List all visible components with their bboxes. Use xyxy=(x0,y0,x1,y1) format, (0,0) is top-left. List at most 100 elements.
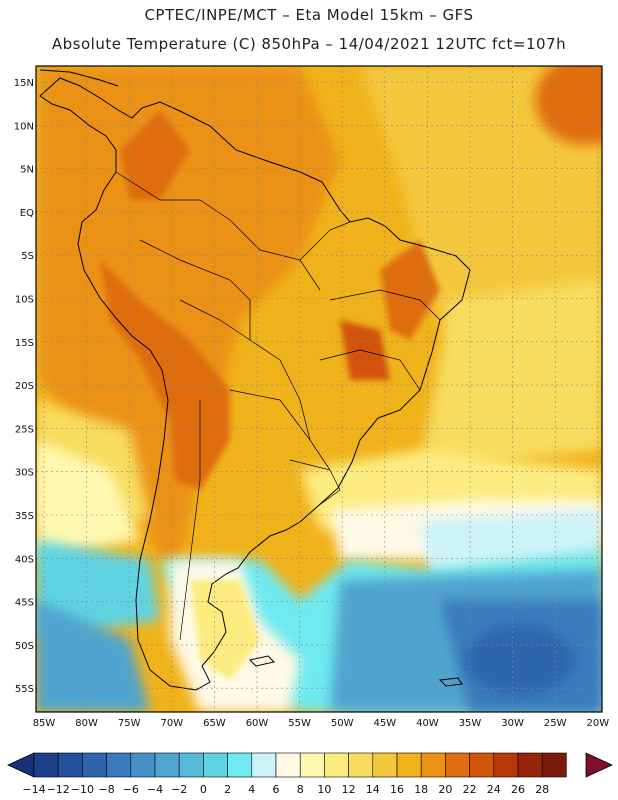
lon-label: 20W xyxy=(586,718,609,729)
colorbar-tick-label: −10 xyxy=(71,783,94,796)
colorbar-tick-label: 28 xyxy=(535,783,549,796)
colorbar-swatch xyxy=(445,752,470,778)
lon-label: 75W xyxy=(118,718,141,729)
field-hot-minas xyxy=(340,320,390,380)
lat-label: 55S xyxy=(15,684,34,695)
latitude-labels: 15N 10N 5N EQ 5S 10S 15S 20S 25S 30S 35S 40S 45S 50S 5… xyxy=(14,78,34,695)
lat-label: 45S xyxy=(15,598,34,609)
colorbar-swatch xyxy=(203,752,228,778)
colorbar-swatch xyxy=(541,752,567,778)
colorbar-tick-label: 6 xyxy=(273,783,280,796)
longitude-labels: 85W 80W 75W 70W 65W 60W 55W 50W 45W 40W 35W 30W 25W 2… xyxy=(33,718,610,729)
colorbar-tick-label: 4 xyxy=(248,783,255,796)
field-pacific-pale xyxy=(36,440,140,560)
field-cold-core xyxy=(465,625,575,695)
colorbar-tick-label: 20 xyxy=(438,783,452,796)
colorbar-tick-label: −6 xyxy=(123,783,139,796)
lon-label: 70W xyxy=(160,718,183,729)
lon-label: 35W xyxy=(459,718,482,729)
border-uruguay xyxy=(289,459,341,507)
colorbar-tick-label: 14 xyxy=(366,783,380,796)
colorbar-tick-label: 2 xyxy=(224,783,231,796)
colorbar-swatch xyxy=(396,752,422,778)
colorbar-tick-label: 18 xyxy=(414,783,428,796)
graticule xyxy=(36,66,602,712)
colorbar-tick-label: −4 xyxy=(147,783,163,796)
colorbar-swatch xyxy=(57,752,83,778)
lat-label: 20S xyxy=(15,381,34,392)
colorbar-swatch xyxy=(82,752,107,778)
colorbar-swatch xyxy=(178,752,204,778)
colorbar-swatch xyxy=(106,752,132,778)
colorbar-swatch xyxy=(469,752,495,778)
colorbar-swatch xyxy=(420,752,446,778)
colorbar-swatch xyxy=(227,752,253,778)
lon-label: 45W xyxy=(373,718,396,729)
south-georgia-outline xyxy=(438,677,463,687)
colorbar-tick-label: 16 xyxy=(390,783,404,796)
colorbar-tick-label: 10 xyxy=(317,783,331,796)
map-title-line2: Absolute Temperature (C) 850hPa – 14/04/… xyxy=(51,35,567,53)
lat-label: 10N xyxy=(14,121,34,132)
colorbar-low-arrow xyxy=(7,752,35,778)
colorbar-tick-label: −12 xyxy=(47,783,70,796)
lon-label: 30W xyxy=(501,718,524,729)
field-hot-north-andes xyxy=(120,110,190,200)
colorbar-tick-label: 12 xyxy=(342,783,356,796)
lon-label: 85W xyxy=(33,718,56,729)
field-hot-brazil-plateau xyxy=(380,240,440,340)
lat-label: 5S xyxy=(21,251,34,262)
border-brazil-states-1 xyxy=(329,289,441,321)
colorbar-swatch xyxy=(275,752,301,778)
colorbar-tick-label: 8 xyxy=(297,783,304,796)
colorbar-swatch xyxy=(154,752,180,778)
lat-label: 30S xyxy=(15,468,34,479)
lat-label: 40S xyxy=(15,554,34,565)
coastlines xyxy=(39,69,471,691)
colorbar-tick-label: 26 xyxy=(511,783,525,796)
temperature-field xyxy=(36,66,602,712)
lat-label: 15S xyxy=(15,338,34,349)
lon-label: 60W xyxy=(246,718,269,729)
lat-label: EQ xyxy=(20,208,34,219)
colorbar-swatch xyxy=(324,752,349,778)
lon-label: 50W xyxy=(331,718,354,729)
field-colder-pacific xyxy=(36,600,150,712)
field-hot-central-andes xyxy=(100,260,230,490)
field-patagonia-yellow xyxy=(190,580,260,680)
colorbar-swatch xyxy=(348,752,374,778)
south-america-coast xyxy=(39,77,471,691)
lon-label: 40W xyxy=(416,718,439,729)
lon-label: 65W xyxy=(203,718,226,729)
colorbar-tick-label: 0 xyxy=(200,783,207,796)
colorbar-tick-label: −2 xyxy=(171,783,187,796)
lon-label: 25W xyxy=(544,718,567,729)
colorbar-swatch xyxy=(299,752,325,778)
colorbar-tick-label: −8 xyxy=(98,783,114,796)
map-title-line1: CPTEC/INPE/MCT – Eta Model 15km – GFS xyxy=(144,6,474,24)
falklands-outline xyxy=(249,655,275,667)
colorbar-swatch xyxy=(493,752,519,778)
border-guianas xyxy=(299,221,351,261)
colorbar-high-arrow xyxy=(585,752,613,778)
lon-label: 80W xyxy=(75,718,98,729)
border-paraguay xyxy=(229,389,331,471)
colorbar-tick-label: −14 xyxy=(22,783,45,796)
colorbar-swatch xyxy=(130,752,156,778)
lat-label: 50S xyxy=(15,641,34,652)
border-chile-argentina xyxy=(179,400,201,641)
lat-label: 10S xyxy=(15,295,34,306)
border-bolivia xyxy=(179,299,311,441)
colorbar-swatch xyxy=(517,752,543,778)
central-america-coast xyxy=(39,69,119,87)
lat-label: 35S xyxy=(15,511,34,522)
lat-label: 15N xyxy=(14,78,34,89)
lat-label: 25S xyxy=(15,424,34,435)
lat-label: 5N xyxy=(20,165,34,176)
colorbar-tick-label: 24 xyxy=(487,783,501,796)
lon-label: 55W xyxy=(288,718,311,729)
field-yellow-band-east xyxy=(420,280,602,470)
colorbar-swatch xyxy=(251,752,277,778)
country-borders xyxy=(115,171,441,641)
